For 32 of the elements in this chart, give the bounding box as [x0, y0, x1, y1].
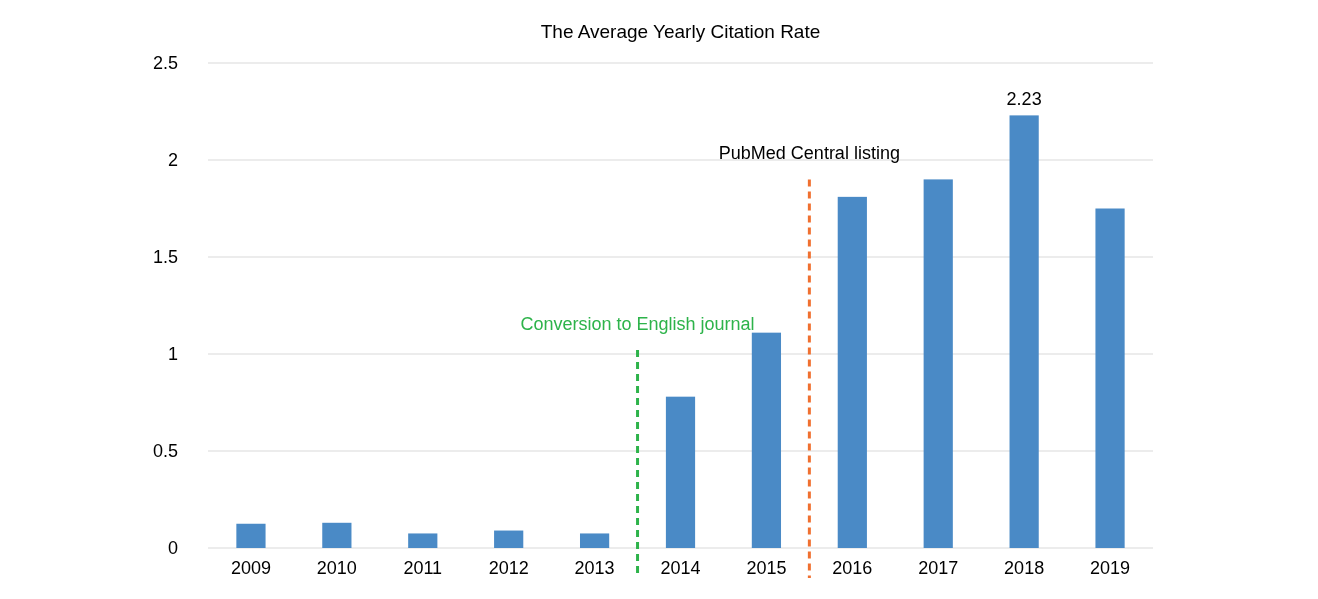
y-tick-label: 1 — [167, 344, 178, 365]
x-tick-label: 2015 — [746, 558, 787, 578]
y-tick-label: 0 — [167, 538, 178, 559]
bar — [1009, 115, 1039, 548]
ref-line-label: Conversion to English journal — [520, 314, 755, 335]
bar — [665, 396, 696, 548]
x-tick-label: 2012 — [488, 558, 529, 578]
bar — [923, 179, 953, 548]
x-tick-label: 2018 — [1004, 558, 1045, 578]
y-tick-label: 0.5 — [152, 441, 178, 462]
y-tick-label: 2.5 — [152, 53, 178, 74]
x-tick-label: 2011 — [403, 558, 443, 578]
bar — [837, 196, 867, 548]
ref-line-label: PubMed Central listing — [718, 143, 900, 164]
bar — [751, 332, 782, 548]
bar — [322, 522, 352, 548]
x-tick-label: 2009 — [230, 558, 271, 578]
chart-title: The Average Yearly Citation Rate — [540, 21, 821, 42]
bar — [1095, 208, 1125, 548]
x-tick-label: 2014 — [660, 558, 701, 578]
y-tick-label: 1.5 — [152, 247, 178, 268]
y-tick-label: 2 — [167, 150, 178, 171]
data-label: 2.23 — [1006, 89, 1042, 110]
bar — [236, 523, 266, 548]
x-tick-label: 2019 — [1090, 558, 1131, 578]
x-tick-label: 2013 — [574, 558, 615, 578]
bar — [408, 533, 438, 548]
bar — [579, 533, 610, 548]
bar — [494, 530, 524, 548]
x-tick-label: 2016 — [832, 558, 873, 578]
x-tick-label: 2010 — [316, 558, 357, 578]
x-tick-label: 2017 — [918, 558, 959, 578]
